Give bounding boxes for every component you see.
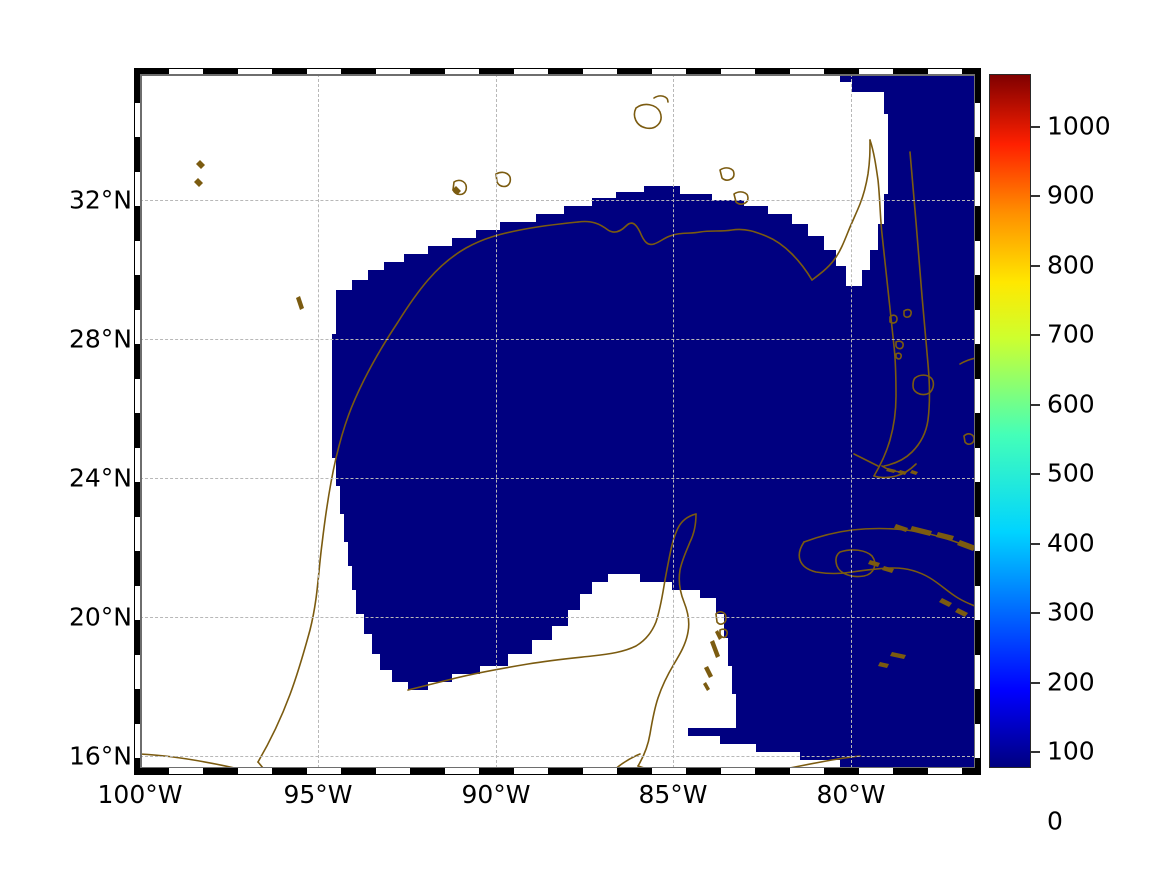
cbtick-mark-400 xyxy=(1031,543,1040,545)
ytick-label-32: 32°N xyxy=(68,185,132,215)
cbtick-label-800: 800 xyxy=(1047,250,1095,280)
cbtick-mark-600 xyxy=(1031,404,1040,406)
axes-frame-right xyxy=(973,74,975,768)
colorbar[interactable]: 1000 900 800 700 600 500 400 300 200 100… xyxy=(989,74,1111,836)
frame-checker-right xyxy=(975,68,981,774)
cbtick-label-100: 100 xyxy=(1047,736,1095,766)
cbtick-label-1000: 1000 xyxy=(1047,111,1111,141)
ytick-label-28: 28°N xyxy=(68,324,132,354)
axes-frame-top xyxy=(140,74,975,76)
cbtick-label-600: 600 xyxy=(1047,389,1095,419)
frame-checker-top xyxy=(134,68,981,74)
cbtick-mark-900 xyxy=(1031,195,1040,197)
xtick-label-3: 85°W xyxy=(638,780,708,809)
cbtick-mark-500 xyxy=(1031,473,1040,475)
xtick-label-2: 90°W xyxy=(461,780,531,809)
frame-checker-left xyxy=(134,68,140,774)
cbtick-mark-300 xyxy=(1031,612,1040,614)
ocean-data-region xyxy=(332,74,975,768)
axes-frame-left xyxy=(140,74,142,768)
cbtick-mark-1000 xyxy=(1031,126,1040,128)
ytick-label-24: 24°N xyxy=(68,463,132,493)
cbtick-label-200: 200 xyxy=(1047,667,1095,697)
map-raster-and-coastlines xyxy=(140,74,975,768)
cbtick-label-500: 500 xyxy=(1047,458,1095,488)
frame-checker-bottom xyxy=(134,768,981,774)
cbtick-label-400: 400 xyxy=(1047,528,1095,558)
coastlines xyxy=(140,95,975,768)
cbtick-label-700: 700 xyxy=(1047,319,1095,349)
cbtick-label-300: 300 xyxy=(1047,597,1095,627)
ytick-label-20: 20°N xyxy=(68,602,132,632)
cbtick-label-900: 900 xyxy=(1047,180,1095,210)
colorbar-gradient xyxy=(989,74,1031,768)
cbtick-mark-200 xyxy=(1031,682,1040,684)
axes-frame-bottom xyxy=(140,766,975,768)
map-plot-area[interactable] xyxy=(140,74,975,768)
ytick-label-16: 16°N xyxy=(68,741,132,771)
xtick-label-0: 100°W xyxy=(97,780,183,809)
cbtick-mark-700 xyxy=(1031,334,1040,336)
cbtick-mark-100 xyxy=(1031,751,1040,753)
xtick-label-4: 80°W xyxy=(816,780,886,809)
map-axes[interactable]: 100°W 95°W 90°W 85°W 80°W 32°N 28°N 24°N… xyxy=(69,67,981,809)
cbtick-mark-800 xyxy=(1031,265,1040,267)
cbtick-label-0: 0 xyxy=(1047,806,1063,836)
xtick-label-1: 95°W xyxy=(283,780,353,809)
